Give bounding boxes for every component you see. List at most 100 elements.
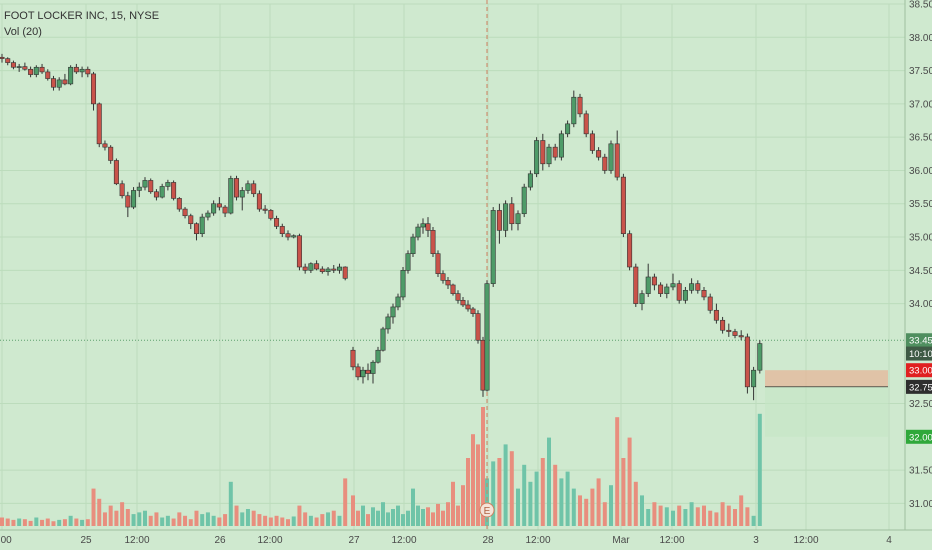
chart-overlays: E	[0, 0, 905, 530]
candle	[450, 283, 456, 296]
candle-body	[380, 328, 386, 351]
candle-body	[445, 280, 451, 286]
candle	[490, 207, 496, 287]
candle	[268, 209, 274, 221]
candle-body	[701, 290, 707, 298]
volume-bar	[491, 461, 496, 526]
candle	[620, 173, 626, 238]
candle-body	[490, 210, 496, 284]
volume-bar	[522, 464, 527, 526]
volume-bar	[274, 515, 279, 526]
y-axis-tick-label: 34.00	[909, 299, 932, 310]
candle	[56, 77, 62, 91]
volume-bar	[62, 519, 67, 526]
volume-bar	[356, 510, 360, 526]
volume-bar	[245, 509, 250, 526]
candle	[420, 218, 426, 234]
candle-body	[558, 133, 564, 158]
candle-body	[695, 283, 701, 291]
x-axis-tick-label: 2:00	[0, 535, 12, 546]
candle	[119, 180, 125, 199]
y-axis-tick-label: 37.00	[909, 99, 932, 110]
candle	[142, 177, 148, 191]
candle-body	[455, 293, 461, 301]
candle	[325, 267, 331, 276]
candle-body	[119, 183, 125, 197]
candle	[571, 90, 577, 128]
chart-symbol-title: FOOT LOCKER INC, 15, NYSE	[4, 10, 159, 22]
candle	[113, 158, 119, 186]
volume-bar	[200, 514, 205, 526]
candle	[670, 273, 676, 291]
candle	[50, 75, 56, 91]
candle	[577, 93, 583, 118]
candle	[360, 366, 366, 384]
y-axis-tick-label: 31.50	[909, 466, 932, 477]
volume-bar	[371, 507, 375, 526]
candle	[435, 250, 441, 277]
volume-bar	[91, 488, 96, 526]
candle	[188, 213, 194, 230]
volume-bar	[640, 495, 644, 526]
candle-body	[211, 203, 217, 214]
candle-body	[355, 366, 361, 378]
candle-body	[350, 349, 356, 368]
volume-bar	[406, 510, 410, 526]
candle	[73, 63, 79, 74]
candle-body	[385, 316, 391, 330]
candle	[302, 263, 308, 274]
candle	[285, 230, 291, 241]
candle	[342, 266, 348, 281]
candle	[193, 222, 199, 241]
volume-bar	[165, 515, 170, 526]
x-axis-tick-label: 12:00	[525, 535, 550, 546]
volume-bar	[590, 488, 595, 526]
volume-bar	[366, 514, 370, 526]
volume-bar	[683, 509, 688, 526]
time-axis[interactable]: 2:00 25 12:00 26 12:00 27 12:00 28 12:00 Mar 12:00…	[0, 529, 932, 546]
candle	[365, 363, 371, 381]
volume-bar	[234, 505, 239, 526]
candle	[245, 180, 251, 194]
volume-bar	[652, 502, 657, 526]
candle	[695, 280, 701, 294]
candle	[503, 200, 509, 238]
candle	[153, 189, 159, 201]
candle-body	[664, 286, 670, 294]
candle-body	[713, 309, 719, 321]
volume-bar	[416, 505, 420, 526]
y-axis-tick-label: 38.50	[909, 0, 932, 11]
candle	[279, 223, 285, 238]
volume-indicator-label: Vol (20)	[4, 26, 42, 38]
volume-bar	[194, 510, 199, 526]
volume-bar	[160, 517, 165, 526]
candle	[319, 266, 325, 274]
price-axis[interactable]: 38.50 38.00 37.50 37.00 36.50 36.00 35.50 35.00…	[904, 0, 932, 530]
volume-bar	[51, 521, 56, 526]
volume-bar	[695, 507, 700, 526]
volume-bar	[540, 458, 545, 526]
volume-bar	[257, 514, 262, 526]
volume-bar	[602, 502, 607, 526]
candle	[405, 250, 411, 274]
candle-body	[682, 290, 688, 301]
candle	[274, 215, 280, 230]
price-label-tag: 33.00	[906, 363, 932, 378]
volume-bar	[466, 458, 470, 526]
volume-bar	[633, 481, 638, 526]
volume-bar	[22, 519, 27, 526]
candle-body	[602, 156, 608, 171]
candle	[484, 280, 490, 392]
candle-body	[465, 304, 471, 310]
volume-bar	[251, 510, 256, 526]
candle-body	[102, 143, 108, 148]
candle	[614, 130, 620, 181]
candle	[256, 190, 262, 212]
candle-body	[527, 173, 533, 188]
candle	[385, 313, 391, 334]
candle	[465, 300, 471, 312]
position-loss-zone	[765, 370, 888, 387]
candle	[496, 203, 502, 244]
volume-bar	[751, 515, 756, 526]
